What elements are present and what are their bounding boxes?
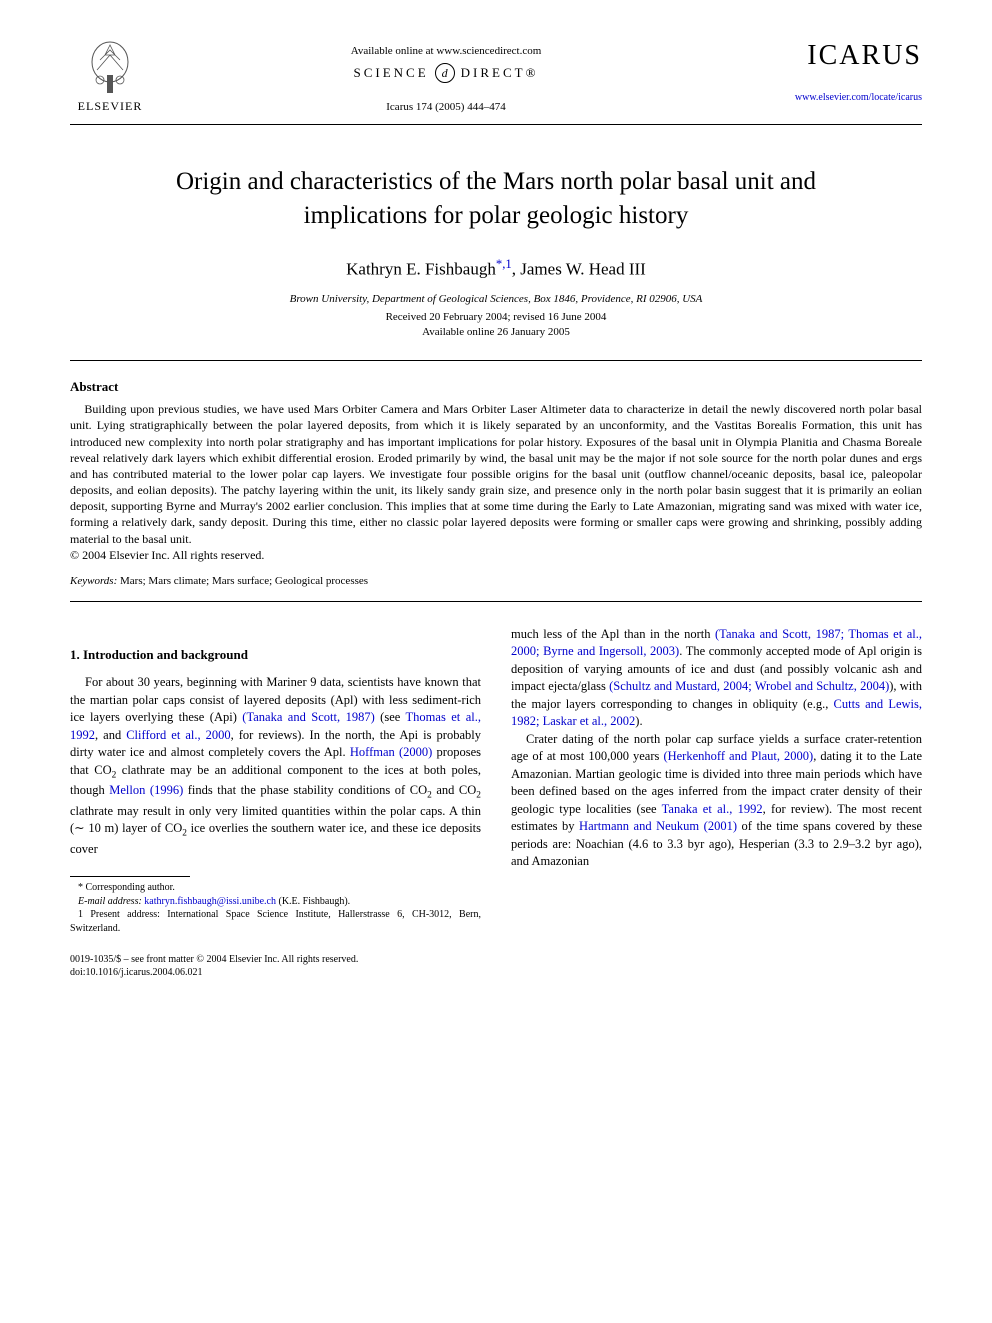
journal-name-block: ICARUS www.elsevier.com/locate/icarus [742, 40, 922, 103]
citation-link[interactable]: Hoffman (2000) [350, 745, 432, 759]
column-left: 1. Introduction and background For about… [70, 626, 481, 936]
text-run: finds that the phase stability condition… [183, 783, 427, 797]
rule-above-abstract [70, 360, 922, 361]
citation-link[interactable]: (Tanaka and Scott, 1987) [242, 710, 374, 724]
article-title: Origin and characteristics of the Mars n… [130, 165, 862, 233]
keywords-label: Keywords: [70, 575, 120, 587]
received-date: Received 20 February 2004; revised 16 Ju… [70, 311, 922, 323]
abstract-heading: Abstract [70, 379, 922, 395]
footnote-corresponding: * Corresponding author. [70, 881, 481, 895]
email-link[interactable]: kathryn.fishbaugh@issi.unibe.ch [144, 896, 276, 907]
footnote-email: E-mail address: kathryn.fishbaugh@issi.u… [70, 895, 481, 909]
citation-link[interactable]: Clifford et al., 2000 [126, 728, 230, 742]
abstract-text: Building upon previous studies, we have … [70, 402, 922, 546]
text-run: ). [635, 714, 642, 728]
text-run: much less of the Apl than in the north [511, 627, 715, 641]
journal-title: ICARUS [742, 40, 922, 72]
abstract-body: Building upon previous studies, we have … [70, 401, 922, 547]
section-1-heading: 1. Introduction and background [70, 646, 481, 664]
keywords-text: Mars; Mars climate; Mars surface; Geolog… [120, 575, 368, 587]
citation-link[interactable]: (Schultz and Mustard, 2004; Wrobel and S… [609, 679, 889, 693]
journal-url[interactable]: www.elsevier.com/locate/icarus [742, 92, 922, 103]
footnote-present-address: 1 Present address: International Space S… [70, 908, 481, 935]
col1-paragraph-1: For about 30 years, beginning with Marin… [70, 674, 481, 858]
col2-paragraph-1: much less of the Apl than in the north (… [511, 626, 922, 731]
header-row: ELSEVIER Available online at www.science… [70, 40, 922, 114]
journal-citation: Icarus 174 (2005) 444–474 [150, 101, 742, 113]
author-2: , James W. Head III [512, 259, 646, 278]
text-run: (see [375, 710, 406, 724]
page-container: ELSEVIER Available online at www.science… [0, 0, 992, 1019]
copyright: © 2004 Elsevier Inc. All rights reserved… [70, 548, 922, 563]
authors-line: Kathryn E. Fishbaugh*,1, James W. Head I… [70, 257, 922, 280]
rule-below-keywords [70, 601, 922, 602]
col2-paragraph-2: Crater dating of the north polar cap sur… [511, 731, 922, 871]
available-date: Available online 26 January 2005 [70, 326, 922, 338]
text-run: , and [95, 728, 126, 742]
two-column-body: 1. Introduction and background For about… [70, 626, 922, 936]
subscript: 2 [476, 791, 481, 801]
email-label: E-mail address: [78, 896, 144, 907]
publisher-logo: ELSEVIER [70, 40, 150, 114]
science-direct-logo: SCIENCE d DIRECT® [150, 63, 742, 83]
author-1: Kathryn E. Fishbaugh [346, 259, 496, 278]
sd-icon: d [435, 63, 455, 83]
citation-link[interactable]: (Herkenhoff and Plaut, 2000) [663, 749, 813, 763]
column-right: much less of the Apl than in the north (… [511, 626, 922, 936]
email-who: (K.E. Fishbaugh). [276, 896, 350, 907]
sd-left: SCIENCE [354, 65, 429, 81]
author-1-sup[interactable]: *,1 [496, 257, 512, 271]
elsevier-tree-icon [85, 40, 135, 95]
footer-doi: doi:10.1016/j.icarus.2004.06.021 [70, 966, 922, 979]
keywords-line: Keywords: Mars; Mars climate; Mars surfa… [70, 575, 922, 587]
center-header: Available online at www.sciencedirect.co… [150, 40, 742, 113]
rule-top [70, 124, 922, 125]
publisher-name: ELSEVIER [70, 99, 150, 114]
affiliation: Brown University, Department of Geologic… [70, 293, 922, 305]
footer-issn: 0019-1035/$ – see front matter © 2004 El… [70, 953, 922, 966]
text-run: and CO [432, 783, 476, 797]
citation-link[interactable]: Tanaka et al., 1992 [662, 802, 763, 816]
footnote-separator [70, 876, 190, 877]
citation-link[interactable]: Hartmann and Neukum (2001) [579, 819, 737, 833]
citation-link[interactable]: Mellon (1996) [109, 783, 183, 797]
sd-right: DIRECT® [461, 65, 539, 81]
available-online-text: Available online at www.sciencedirect.co… [150, 45, 742, 57]
